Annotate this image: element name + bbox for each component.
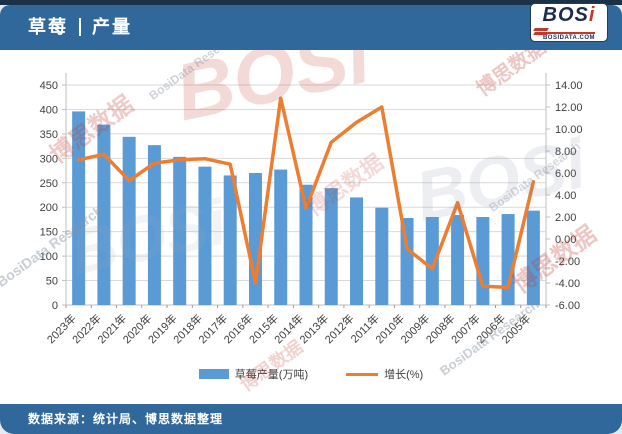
right-axis-label: -4.00 [555,278,580,290]
logo-stripes-icon [533,27,549,37]
bar-2008年 [451,215,465,305]
right-axis-label: 6.00 [555,168,576,180]
left-axis-label: 200 [40,202,58,214]
bar-2014年 [299,184,313,305]
brand-logo: BOSi BOSIDATA.COM [530,3,608,42]
legend-item-growth: 增长(%) [346,366,423,382]
bar-2022年 [97,124,111,305]
right-axis-label: -6.00 [555,300,580,312]
top-border [0,0,622,5]
legend-bar-label: 草莓产量(万吨) [234,369,309,381]
right-axis-label: 4.00 [555,190,576,202]
left-axis-label: 0 [52,300,58,312]
right-axis-label: 8.00 [555,146,576,158]
logo-text: BOSi [542,4,596,26]
bar-2009年 [425,217,439,305]
bar-2023年 [72,111,86,306]
growth-line [76,96,536,290]
chart-legend: 草莓产量(万吨) 增长(%) [0,366,622,382]
bar-2005年 [526,210,540,305]
title-main: 草莓 [28,17,68,37]
right-axis-label: 0.00 [555,234,576,246]
left-axis-label: 100 [40,251,58,263]
left-axis-label: 450 [40,80,58,92]
bar-2013年 [324,188,338,305]
bar-2018年 [198,166,212,305]
footer-band: 数据来源：统计局、博思数据整理 [0,404,622,434]
bar-2017年 [223,175,237,305]
bar-2015年 [274,169,288,305]
left-axis-label: 150 [40,227,58,239]
legend-bar-swatch [198,369,229,379]
left-axis-label: 50 [46,276,58,288]
right-axis-label: 14.00 [555,80,583,92]
logo-subtext: BOSIDATA.COM [542,32,596,41]
left-axis-label: 350 [40,129,58,141]
legend-line-swatch [346,372,379,376]
bar-2012年 [350,197,364,305]
page-title: 草莓 产量 [28,5,132,50]
left-axis-label: 300 [40,153,58,165]
right-axis-label: 12.00 [555,102,583,114]
left-axis-label: 250 [40,178,58,190]
chart-area: 0 50 100 150 200 250 300 350 400 450 14.00 12.00 10.… [0,50,622,404]
right-axis-label: 10.00 [555,124,583,136]
bar-2020年 [147,145,161,305]
bar-2021年 [122,136,136,305]
title-sub: 产量 [92,17,132,37]
title-separator [79,18,81,36]
data-source-text: 数据来源：统计局、博思数据整理 [28,412,224,426]
legend-line-label: 增长(%) [384,369,424,381]
header-band: 草莓 产量 [0,5,622,50]
right-axis-label: 2.00 [555,212,576,224]
x-axis-label: 2005年 [498,311,533,346]
legend-item-production: 草莓产量(万吨) [198,366,309,382]
right-axis-label: -2.00 [555,256,580,268]
bar-2007年 [476,217,490,305]
combo-chart: 0 50 100 150 200 250 300 350 400 450 14.00 12.00 10.… [40,73,583,346]
left-axis-label: 400 [40,104,58,116]
bar-2006年 [501,214,515,305]
bar-2019年 [173,156,187,305]
bar-2011年 [375,207,389,305]
